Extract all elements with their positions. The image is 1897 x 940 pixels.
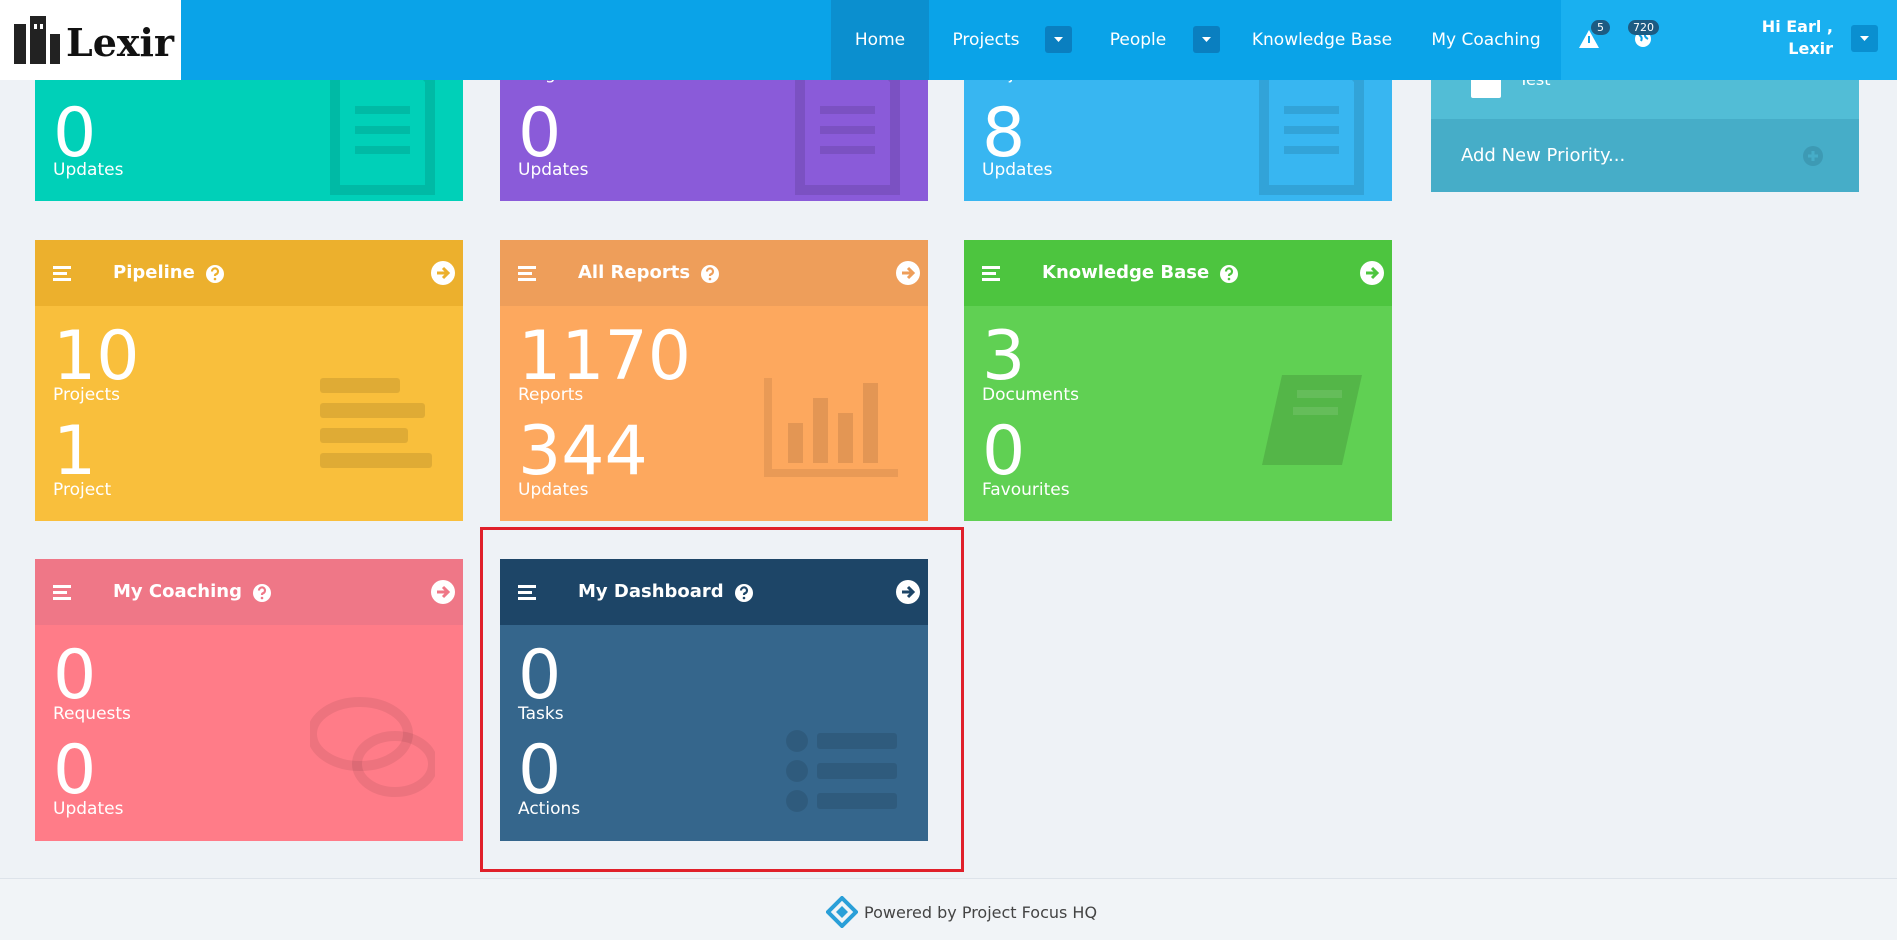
tile-title: Knowledge Base xyxy=(1042,262,1210,283)
tile-icon xyxy=(1262,375,1362,465)
help-icon[interactable] xyxy=(205,264,225,284)
nav-item[interactable]: My Coaching xyxy=(1431,30,1541,50)
nav-user-area xyxy=(1561,0,1897,80)
open-arrow[interactable] xyxy=(895,260,921,286)
tile[interactable]: All Reports 1170 Reports 344 Updates xyxy=(500,240,928,521)
greeting: Hi Earl , xyxy=(1761,17,1833,36)
stat-label: Updates xyxy=(518,480,589,500)
dropdown-button[interactable] xyxy=(1193,26,1220,53)
stat-label: Reports xyxy=(518,385,584,405)
tile-title: My Dashboard xyxy=(578,581,724,602)
tile-icon xyxy=(764,378,898,477)
tile-title: My Coaching xyxy=(113,581,242,602)
tile[interactable]: Pipeline 10 Projects 1 Project xyxy=(35,240,463,521)
header-icon xyxy=(982,266,1000,281)
stat-label: Project xyxy=(53,480,112,500)
help-icon[interactable] xyxy=(252,583,272,603)
stat-label: Actions xyxy=(518,799,581,819)
nav-item[interactable]: People xyxy=(1109,30,1167,50)
tile-icon xyxy=(320,378,432,468)
plus-icon xyxy=(1803,146,1823,166)
stat-label: Documents xyxy=(982,385,1079,405)
stat-label: Updates xyxy=(982,160,1053,180)
message-badge: 720 xyxy=(1628,20,1659,35)
tile-header: My Dashboard xyxy=(500,559,928,625)
footer-text: Powered by Project Focus HQ xyxy=(864,903,1098,922)
header-icon xyxy=(53,266,71,281)
open-arrow[interactable] xyxy=(430,579,456,605)
tile-icon xyxy=(786,730,897,812)
stat-value: 0 xyxy=(518,94,562,173)
stat-value: 8 xyxy=(982,94,1026,173)
tile[interactable]: Knowledge Base 3 Documents 0 Favourites xyxy=(964,240,1392,521)
tile-title: Pipeline xyxy=(113,262,195,283)
header-icon xyxy=(518,266,536,281)
user-name: Lexir xyxy=(1788,39,1833,58)
logo-icon xyxy=(14,16,60,64)
tile-header: All Reports xyxy=(500,240,928,306)
footer-logo xyxy=(826,896,858,928)
stat-label: Tasks xyxy=(518,704,564,724)
stat-value: 1170 xyxy=(518,317,692,396)
nav-item[interactable]: Home xyxy=(854,30,906,50)
header-icon xyxy=(518,585,536,600)
navbar: Lexir 5 720 Hi Earl , Lexir Home Projects… xyxy=(0,0,1897,80)
stat-label: Updates xyxy=(518,160,589,180)
open-arrow[interactable] xyxy=(1359,260,1385,286)
nav-active xyxy=(831,0,929,80)
dropdown-button[interactable] xyxy=(1045,26,1072,53)
stat-value: 344 xyxy=(518,412,648,491)
stat-value: 3 xyxy=(982,317,1026,396)
add-priority[interactable]: Add New Priority... xyxy=(1431,119,1859,192)
stat-label: Updates xyxy=(53,799,124,819)
help-icon[interactable] xyxy=(734,583,754,603)
stat-value: 10 xyxy=(53,317,140,396)
stat-value: 0 xyxy=(53,636,97,715)
tile[interactable]: My Coaching 0 Requests 0 Updates xyxy=(35,559,463,841)
tile-icon xyxy=(310,697,435,797)
footer: Powered by Project Focus HQ xyxy=(0,878,1897,940)
help-icon[interactable] xyxy=(1219,264,1239,284)
highlight-box xyxy=(480,527,964,872)
open-arrow[interactable] xyxy=(430,260,456,286)
header-icon xyxy=(53,585,71,600)
stat-value: 0 xyxy=(518,636,562,715)
stat-value: 0 xyxy=(53,94,97,173)
alert-icon[interactable] xyxy=(1578,28,1600,50)
stat-value: 0 xyxy=(518,731,562,810)
tile[interactable]: My Dashboard 0 Tasks 0 Actions xyxy=(500,559,928,841)
help-icon[interactable] xyxy=(700,264,720,284)
tile-header: My Coaching xyxy=(35,559,463,625)
stat-label: Updates xyxy=(53,160,124,180)
stat-label: Favourites xyxy=(982,480,1070,500)
stat-label: Projects xyxy=(53,385,121,405)
tile-header: Pipeline xyxy=(35,240,463,306)
globe-icon[interactable] xyxy=(1633,29,1653,49)
logo[interactable]: Lexir xyxy=(0,0,181,80)
stat-value: 0 xyxy=(53,731,97,810)
alert-badge: 5 xyxy=(1591,20,1610,35)
stat-value: 0 xyxy=(982,412,1026,491)
open-arrow[interactable] xyxy=(895,579,921,605)
logo-text: Lexir xyxy=(66,20,175,65)
stat-value: 1 xyxy=(53,412,97,491)
user-dropdown[interactable] xyxy=(1851,25,1878,52)
tile-title: All Reports xyxy=(578,262,691,283)
stat-label: Requests xyxy=(53,704,131,724)
add-priority-text: Add New Priority... xyxy=(1461,145,1626,166)
tile-header: Knowledge Base xyxy=(964,240,1392,306)
nav-item[interactable]: Projects xyxy=(952,30,1020,50)
nav-item[interactable]: Knowledge Base xyxy=(1251,30,1393,50)
